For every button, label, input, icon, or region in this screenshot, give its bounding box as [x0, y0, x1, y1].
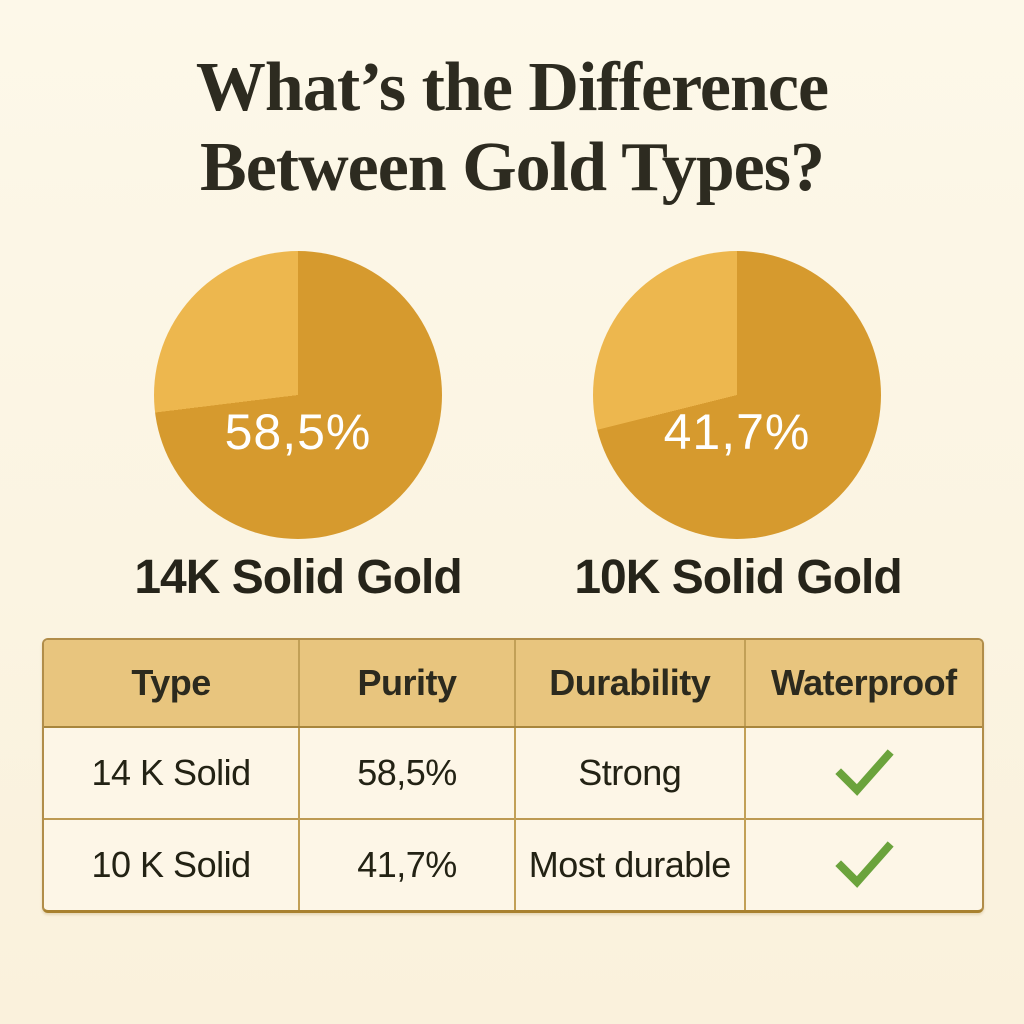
- table-header-durability: Durability: [513, 640, 745, 728]
- table-header-purity: Purity: [298, 640, 515, 728]
- pie-chart-14k-gold: 58,5%: [154, 251, 442, 539]
- cell-waterproof-14k: [743, 727, 982, 819]
- page-title: What’s the Difference Between Gold Types…: [0, 48, 1024, 208]
- table-header-row: Type Purity Durability Waterproof: [44, 640, 982, 728]
- pie-percent-label-10k: 41,7%: [663, 404, 811, 460]
- table-row-10k: 10 K Solid 41,7% Most durable: [44, 818, 982, 910]
- checkmark-icon: [835, 841, 894, 888]
- page-title-line-1: What’s the Difference: [195, 49, 829, 126]
- table-header-waterproof: Waterproof: [743, 640, 982, 728]
- cell-type-10k: 10 K Solid: [44, 818, 300, 910]
- cell-purity-10k: 41,7%: [298, 818, 515, 910]
- pie-percent-label-14k: 58,5%: [224, 404, 372, 460]
- table-header-type: Type: [44, 640, 300, 728]
- comparison-table: Type Purity Durability Waterproof 14 K S…: [42, 638, 984, 913]
- pie-chart-10k-gold: 41,7%: [593, 251, 881, 539]
- table-row-14k: 14 K Solid 58,5% Strong: [44, 727, 982, 819]
- pie-caption-10k: 10K Solid Gold: [574, 551, 902, 604]
- checkmark-icon: [835, 749, 894, 796]
- cell-durability-14k: Strong: [513, 727, 745, 819]
- cell-durability-10k: Most durable: [513, 818, 745, 910]
- cell-waterproof-10k: [743, 818, 982, 910]
- cell-purity-14k: 58,5%: [298, 727, 515, 819]
- pie-caption-14k: 14K Solid Gold: [134, 551, 462, 604]
- page-title-line-2: Between Gold Types?: [200, 129, 825, 206]
- cell-type-14k: 14 K Solid: [91, 752, 252, 793]
